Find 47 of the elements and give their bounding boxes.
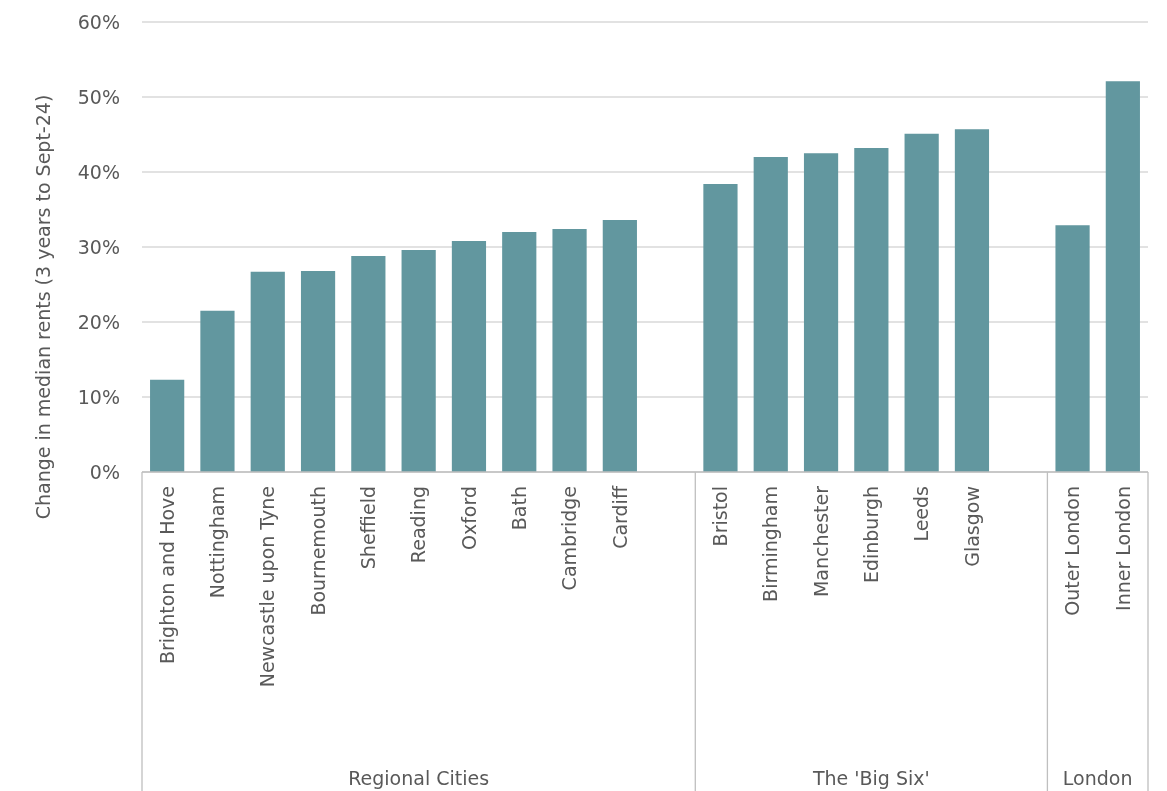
x-tick-label: Reading	[407, 486, 430, 564]
y-tick-label: 30%	[77, 235, 120, 258]
bar	[602, 220, 637, 472]
bar	[200, 310, 235, 472]
bar	[1055, 225, 1090, 472]
y-tick-label: 50%	[77, 85, 120, 108]
x-tick-label: Cardiff	[608, 485, 631, 549]
x-tick-label: Cambridge	[558, 486, 581, 591]
text: The 'Big Six'	[811, 767, 930, 789]
x-tick-label: Inner London	[1111, 486, 1134, 611]
x-tick-label: Newcastle upon Tyne	[256, 486, 279, 688]
x-tick-label: Oxford	[457, 486, 480, 551]
y-tick-label: 40%	[77, 160, 120, 183]
bar	[552, 229, 587, 472]
y-tick-label: 20%	[77, 310, 120, 333]
text: Regional Cities	[348, 767, 490, 789]
y-tick-label: 0%	[89, 460, 120, 483]
y-tick-label: 60%	[77, 10, 120, 33]
x-tick-label: Outer London	[1061, 486, 1084, 616]
x-tick-label: Sheffield	[357, 486, 379, 570]
bar	[753, 157, 788, 472]
y-axis-title: Change in median rents (3 years to Sept-24)	[32, 94, 54, 520]
x-tick-label: Nottingham	[206, 486, 229, 599]
bar	[250, 271, 285, 472]
x-tick-label: Bath	[507, 486, 530, 531]
bar	[300, 271, 336, 472]
text: London	[1062, 767, 1133, 789]
x-tick-label: Brighton and Hove	[155, 486, 178, 665]
bar	[502, 232, 537, 472]
bar	[703, 184, 738, 472]
bar	[854, 148, 889, 472]
x-tick-label: Leeds	[910, 486, 933, 542]
x-tick-label: Birmingham	[759, 486, 782, 602]
bar	[954, 129, 990, 472]
x-tick-label: Bournemouth	[306, 486, 329, 616]
bar	[803, 153, 839, 472]
x-tick-label: Edinburgh	[860, 486, 882, 584]
x-tick-label: Manchester	[809, 485, 832, 598]
bar	[351, 256, 386, 472]
bar	[401, 250, 436, 472]
bar	[904, 133, 939, 472]
x-tick-label: Bristol	[709, 486, 732, 547]
y-tick-label: 10%	[77, 385, 120, 408]
bar	[1105, 81, 1140, 472]
x-tick-label: Glasgow	[960, 486, 983, 567]
bar	[451, 241, 487, 472]
bar	[150, 379, 185, 472]
